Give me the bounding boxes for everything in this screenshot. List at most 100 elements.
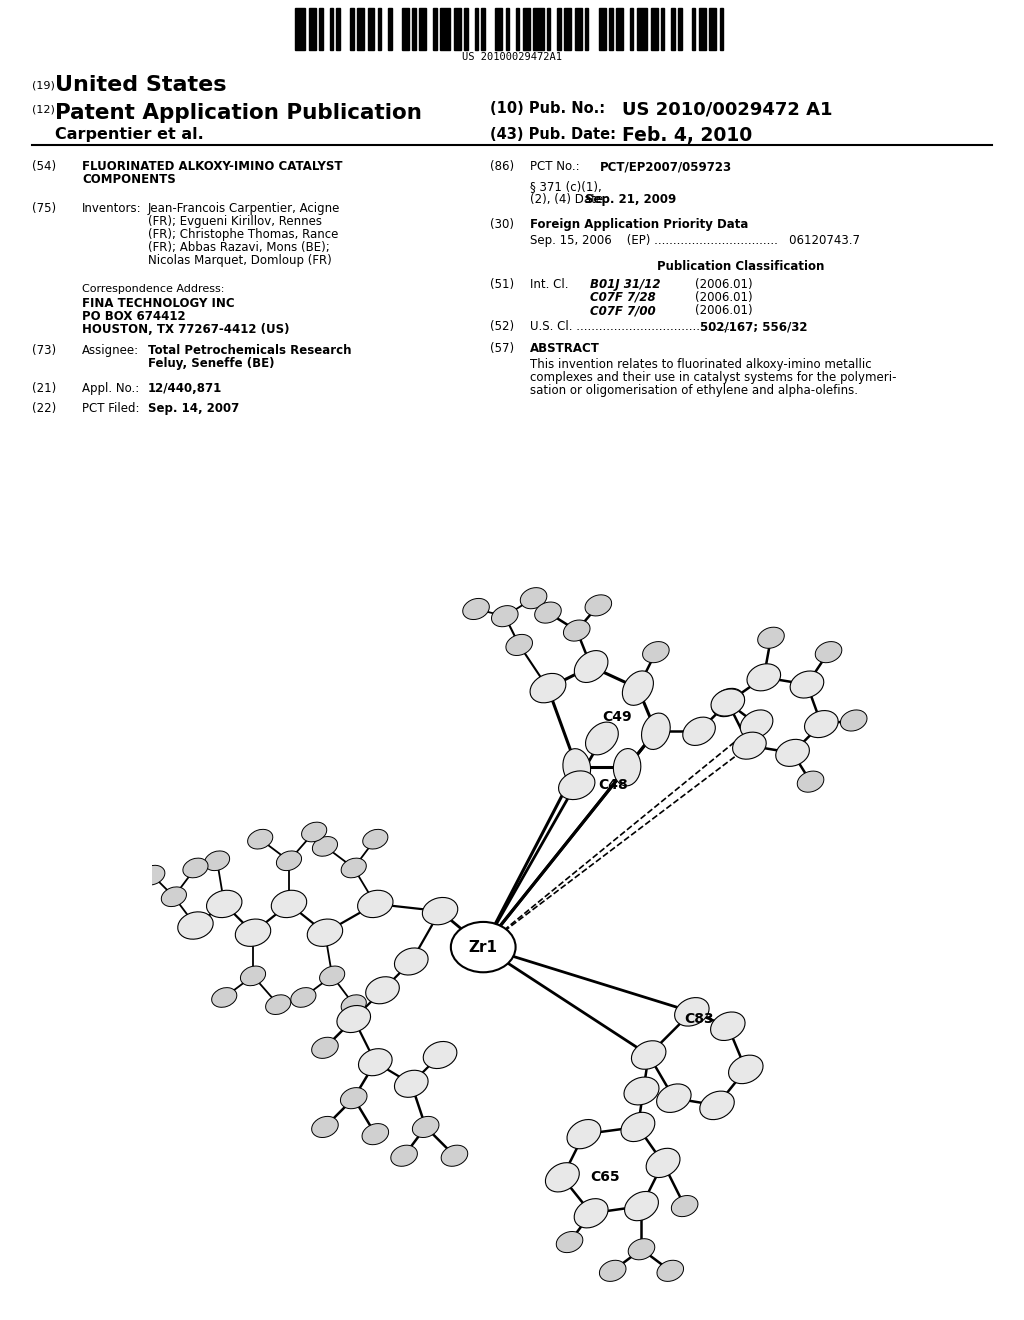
Text: Nicolas Marquet, Domloup (FR): Nicolas Marquet, Domloup (FR) (148, 253, 332, 267)
Ellipse shape (451, 921, 516, 973)
Bar (574, 8, 582, 50)
Ellipse shape (340, 1088, 367, 1109)
Ellipse shape (563, 620, 590, 642)
Bar (650, 8, 657, 50)
Ellipse shape (556, 1232, 583, 1253)
Text: C65: C65 (591, 1170, 621, 1184)
Text: (2006.01): (2006.01) (695, 304, 753, 317)
Ellipse shape (463, 598, 489, 619)
Text: Publication Classification: Publication Classification (657, 260, 824, 273)
Ellipse shape (319, 966, 345, 986)
Text: complexes and their use in catalyst systems for the polymeri-: complexes and their use in catalyst syst… (530, 371, 896, 384)
Ellipse shape (394, 1071, 428, 1097)
Text: 12/440,871: 12/440,871 (148, 381, 222, 395)
Bar (630, 8, 633, 50)
Text: HOUSTON, TX 77267-4412 (US): HOUSTON, TX 77267-4412 (US) (82, 323, 290, 337)
Text: PCT/EP2007/059723: PCT/EP2007/059723 (600, 160, 732, 173)
Text: Patent Application Publication: Patent Application Publication (55, 103, 422, 123)
Text: (51): (51) (490, 279, 514, 290)
Text: (2), (4) Date:: (2), (4) Date: (530, 193, 607, 206)
Text: C07F 7/28: C07F 7/28 (590, 290, 655, 304)
Text: Jean-Francois Carpentier, Acigne: Jean-Francois Carpentier, Acigne (148, 202, 340, 215)
Ellipse shape (248, 829, 272, 849)
Text: Feluy, Seneffe (BE): Feluy, Seneffe (BE) (148, 356, 274, 370)
Ellipse shape (205, 851, 229, 871)
Ellipse shape (621, 1113, 654, 1142)
Ellipse shape (776, 739, 809, 767)
Text: B01J 31/12: B01J 31/12 (590, 279, 660, 290)
Text: Sep. 21, 2009: Sep. 21, 2009 (585, 193, 676, 206)
Ellipse shape (341, 995, 367, 1015)
Ellipse shape (546, 1163, 580, 1192)
Ellipse shape (530, 673, 566, 702)
Bar (413, 8, 416, 50)
Text: (22): (22) (32, 403, 56, 414)
Ellipse shape (657, 1261, 684, 1282)
Bar (699, 8, 706, 50)
Text: Carpentier et al.: Carpentier et al. (55, 127, 204, 143)
Ellipse shape (805, 710, 839, 738)
Bar (599, 8, 606, 50)
Bar (564, 8, 571, 50)
Text: Assignee:: Assignee: (82, 345, 139, 356)
Text: PCT Filed:: PCT Filed: (82, 403, 139, 414)
Text: PO BOX 674412: PO BOX 674412 (82, 310, 185, 323)
Text: (10) Pub. No.:: (10) Pub. No.: (490, 102, 605, 116)
Text: (12): (12) (32, 106, 55, 115)
Bar (454, 8, 461, 50)
Ellipse shape (558, 771, 595, 800)
Ellipse shape (711, 689, 744, 715)
Text: 502/167; 556/32: 502/167; 556/32 (700, 319, 808, 333)
Text: US 20100029472A1: US 20100029472A1 (462, 51, 562, 62)
Text: (30): (30) (490, 218, 514, 231)
Bar (319, 8, 323, 50)
Ellipse shape (646, 1148, 680, 1177)
Ellipse shape (683, 717, 716, 746)
Ellipse shape (623, 671, 653, 705)
Text: Int. Cl.: Int. Cl. (530, 279, 568, 290)
Bar (337, 8, 340, 50)
Text: Sep. 15, 2006    (EP) .................................   06120743.7: Sep. 15, 2006 (EP) .....................… (530, 234, 860, 247)
Bar (710, 8, 716, 50)
Bar (464, 8, 468, 50)
Ellipse shape (586, 722, 618, 755)
Bar (660, 8, 665, 50)
Text: (86): (86) (490, 160, 514, 173)
Bar (609, 8, 612, 50)
Text: ABSTRACT: ABSTRACT (530, 342, 600, 355)
Text: Sep. 14, 2007: Sep. 14, 2007 (148, 403, 240, 414)
Ellipse shape (506, 635, 532, 656)
Text: sation or oligomerisation of ethylene and alpha-olefins.: sation or oligomerisation of ethylene an… (530, 384, 858, 397)
Text: (57): (57) (490, 342, 514, 355)
Text: (43) Pub. Date:: (43) Pub. Date: (490, 127, 616, 143)
Bar (309, 8, 315, 50)
Bar (474, 8, 478, 50)
Ellipse shape (492, 606, 518, 627)
Ellipse shape (563, 748, 591, 785)
Ellipse shape (675, 998, 709, 1026)
Ellipse shape (139, 866, 165, 884)
Bar (637, 8, 647, 50)
Ellipse shape (732, 733, 766, 759)
Text: U.S. Cl. ..........................................: U.S. Cl. ...............................… (530, 319, 734, 333)
Ellipse shape (391, 1146, 418, 1167)
Ellipse shape (585, 595, 611, 616)
Bar (357, 8, 365, 50)
Ellipse shape (311, 1117, 338, 1138)
Text: Correspondence Address:: Correspondence Address: (82, 284, 224, 294)
Text: Foreign Application Priority Data: Foreign Application Priority Data (530, 218, 749, 231)
Bar (523, 8, 529, 50)
Ellipse shape (791, 671, 823, 698)
Text: (FR); Abbas Razavi, Mons (BE);: (FR); Abbas Razavi, Mons (BE); (148, 242, 330, 253)
Text: C49: C49 (602, 710, 632, 725)
Ellipse shape (656, 1084, 691, 1113)
Ellipse shape (265, 995, 291, 1015)
Ellipse shape (207, 890, 242, 917)
Ellipse shape (699, 1092, 734, 1119)
Bar (585, 8, 589, 50)
Bar (295, 8, 305, 50)
Ellipse shape (276, 851, 301, 871)
Ellipse shape (358, 1048, 392, 1076)
Ellipse shape (613, 748, 641, 785)
Ellipse shape (302, 822, 327, 842)
